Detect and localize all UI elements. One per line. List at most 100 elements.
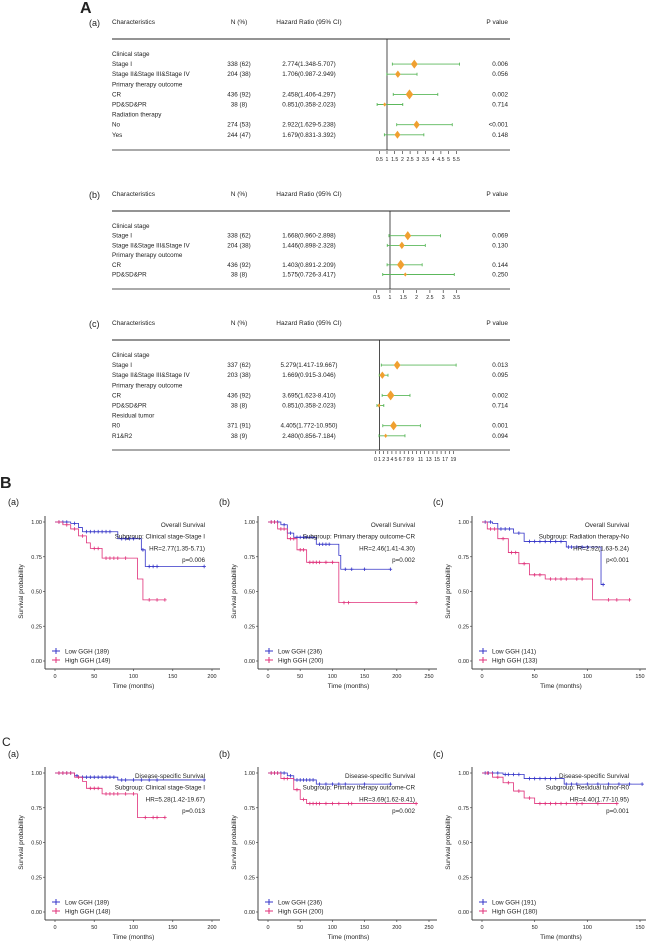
row-label: Stage I xyxy=(112,61,132,68)
axis-tick-label: 2.5 xyxy=(406,157,413,163)
km-series-low xyxy=(482,771,644,786)
censor-mark xyxy=(298,548,302,552)
x-tick-label: 150 xyxy=(360,925,369,931)
annotation-p-value: p<0.001 xyxy=(606,557,629,564)
row-n: 436 (92) xyxy=(227,262,250,269)
censor-mark xyxy=(362,567,367,572)
censor-mark xyxy=(308,535,312,540)
row-n: 337 (62) xyxy=(227,362,250,369)
censor-mark xyxy=(414,600,418,605)
row-hazard-ratio: 2.774(1.348-5.707) xyxy=(282,61,336,68)
row-hazard-ratio: 5.279(1.417-19.667) xyxy=(280,362,337,369)
panel-label: (c) xyxy=(433,749,444,759)
x-tick-label: 150 xyxy=(635,925,644,931)
hazard-ratio-diamond xyxy=(404,231,412,241)
axis-tick-label: 0.5 xyxy=(373,295,380,301)
censor-mark xyxy=(314,560,319,565)
annotation-subgroup: Subgroup: Residual tumor-R0 xyxy=(546,785,630,792)
row-n: 38 (8) xyxy=(231,102,247,109)
censor-mark xyxy=(112,792,116,796)
annotation-endpoint: Overall Survival xyxy=(371,522,415,529)
censor-mark xyxy=(337,782,341,786)
censor-mark xyxy=(57,520,61,524)
legend-marker-low xyxy=(479,648,487,654)
x-tick-label: 0 xyxy=(53,674,56,680)
legend-label-low: Low GGH (191) xyxy=(492,899,536,906)
row-n: 38 (8) xyxy=(231,403,247,410)
x-axis-title: Time (months) xyxy=(540,934,582,941)
censor-mark xyxy=(100,529,104,534)
axis-tick-label: 3.5 xyxy=(453,295,460,301)
annotation-endpoint: Overall Survival xyxy=(161,522,205,529)
censor-mark xyxy=(553,801,558,806)
censor-mark xyxy=(388,567,393,572)
censor-mark xyxy=(627,782,632,786)
hazard-ratio-diamond xyxy=(396,259,405,270)
row-n: 371 (91) xyxy=(227,423,250,430)
censor-mark xyxy=(548,577,553,581)
censor-mark xyxy=(580,577,584,581)
x-tick-label: 0 xyxy=(266,674,269,680)
group-label: Clinical stage xyxy=(112,352,150,359)
x-tick-label: 100 xyxy=(583,674,592,680)
forest-group-header: Radiation therapy xyxy=(112,112,162,119)
censor-mark xyxy=(569,782,574,786)
row-label: Stage II&Stage III&Stage IV xyxy=(112,372,191,379)
censor-mark xyxy=(517,531,521,535)
censor-mark xyxy=(311,801,315,806)
group-label: Clinical stage xyxy=(112,223,150,230)
row-hazard-ratio: 4.405(1.772-10.950) xyxy=(280,423,337,430)
axis-tick-label: 11 xyxy=(418,457,423,463)
x-tick-label: 150 xyxy=(168,925,177,931)
censor-mark xyxy=(151,815,155,820)
row-n: 244 (47) xyxy=(227,132,250,139)
x-tick-label: 100 xyxy=(328,674,337,680)
row-p-value: 0.056 xyxy=(492,71,508,78)
censor-mark xyxy=(123,556,128,560)
censor-mark xyxy=(509,550,514,555)
panel-label: (b) xyxy=(89,190,100,200)
panel-label: (c) xyxy=(433,497,444,507)
y-tick-label: 1.00 xyxy=(31,771,42,777)
censor-mark xyxy=(151,564,155,569)
forest-row: No 274 (53) 2.922(1.629-5.238) <0.001 xyxy=(112,120,508,129)
header-hazard-ratio: Hazard Ratio (95% CI) xyxy=(276,191,341,198)
censor-mark xyxy=(488,527,493,531)
hazard-ratio-diamond xyxy=(390,421,398,431)
censor-mark xyxy=(131,778,136,782)
axis-tick-label: 0 xyxy=(374,457,377,463)
annotation-endpoint: Disease-specific Survival xyxy=(345,773,415,780)
censor-mark xyxy=(308,560,312,565)
censor-mark xyxy=(108,775,112,779)
row-p-value: 0.095 xyxy=(492,372,508,379)
censor-mark xyxy=(580,801,584,806)
annotation-hazard-ratio: HR=4.40(1.77-10.95) xyxy=(570,796,629,803)
censor-mark xyxy=(324,560,328,565)
axis-tick-label: 7 xyxy=(403,457,406,463)
km-series-high xyxy=(482,521,632,602)
censor-mark xyxy=(538,573,542,577)
censor-mark xyxy=(532,573,537,577)
censor-mark xyxy=(564,782,569,786)
forest-plot-b: (b) Characteristics N (%) Hazard Ratio (95%… xyxy=(89,190,510,301)
x-tick-label: 250 xyxy=(424,925,433,931)
y-tick-label: 0.25 xyxy=(244,875,255,881)
axis-tick-label: 2 xyxy=(415,295,418,301)
censor-mark xyxy=(564,577,569,581)
censor-mark xyxy=(163,598,167,602)
section-label-c: C xyxy=(2,735,11,749)
censor-mark xyxy=(202,564,206,569)
row-label: No xyxy=(112,122,121,129)
censor-mark xyxy=(288,773,293,778)
axis-tick-label: 19 xyxy=(451,457,457,463)
axis-tick-label: 4 xyxy=(432,157,435,163)
row-p-value: 0.094 xyxy=(492,433,508,440)
row-p-value: 0.250 xyxy=(492,272,508,279)
row-label: Stage I xyxy=(112,362,132,369)
axis-tick-label: 3.5 xyxy=(422,157,429,163)
km-series-low xyxy=(55,520,206,569)
y-tick-label: 1.00 xyxy=(31,520,42,526)
censor-mark xyxy=(96,546,100,551)
annotation-endpoint: Disease-specific Survival xyxy=(135,773,205,780)
censor-mark xyxy=(527,539,532,544)
